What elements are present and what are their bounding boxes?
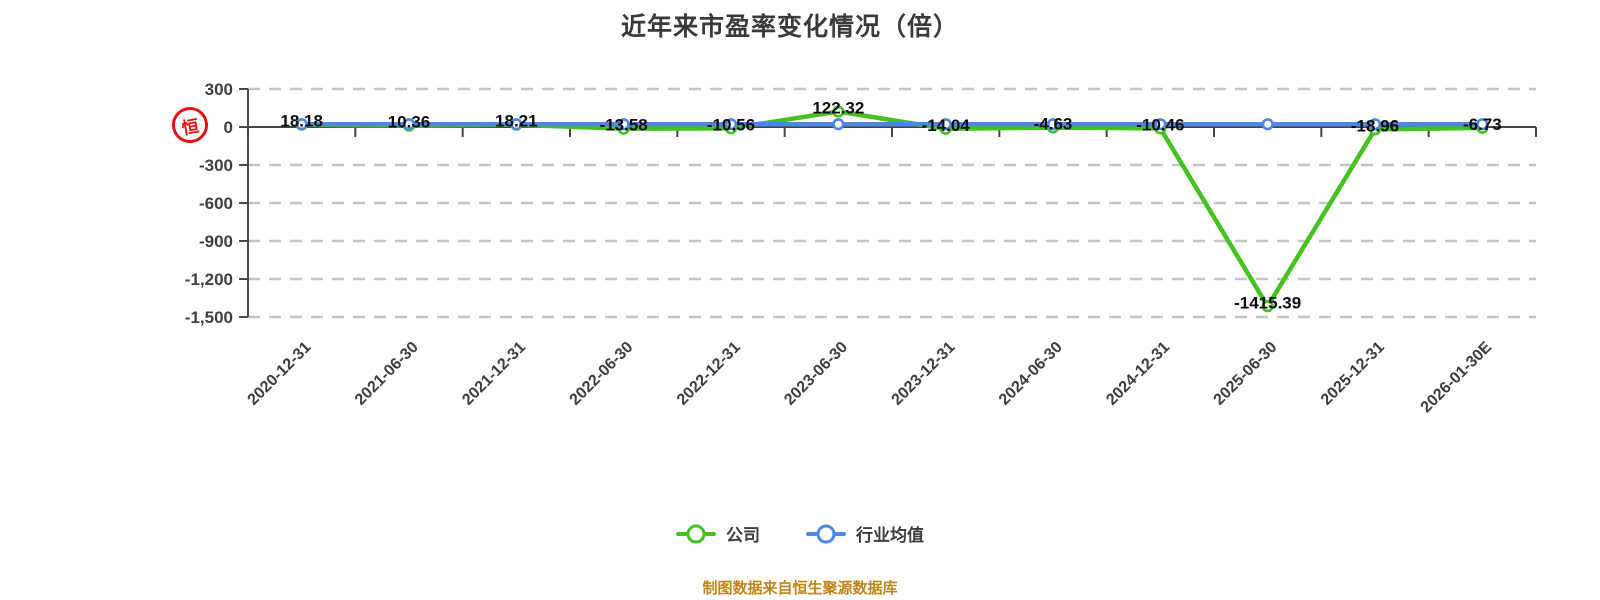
x-axis-label: 2022-06-30 — [567, 339, 637, 409]
data-point-label: -13.58 — [600, 116, 648, 135]
x-axis-label: 2024-06-30 — [996, 339, 1066, 409]
legend-item-industry-average[interactable]: 行业均值 — [806, 521, 924, 546]
x-axis-label: 2023-12-31 — [889, 339, 959, 409]
data-source-note: 制图数据来自恒生聚源数据库 — [702, 580, 898, 597]
x-axis-label: 2022-12-31 — [674, 339, 744, 409]
industry-line-marker-icon — [806, 524, 846, 543]
industry-average-point-marker[interactable] — [1261, 118, 1274, 131]
x-axis-label: 2024-12-31 — [1103, 339, 1173, 409]
company-point-marker[interactable] — [832, 105, 845, 118]
chart-title: 近年来市盈率变化情况（倍） — [620, 13, 959, 41]
y-axis-label: 0 — [224, 118, 233, 137]
data-point-label: -1415.39 — [1234, 293, 1301, 312]
industry-average-point-marker[interactable] — [939, 118, 952, 131]
industry-average-point-marker[interactable] — [295, 118, 308, 131]
x-axis-label: 2025-12-31 — [1318, 339, 1388, 409]
y-axis-label: -1,500 — [185, 308, 233, 327]
x-axis-label: 2021-06-30 — [352, 339, 422, 409]
company-point-marker[interactable] — [1261, 300, 1274, 313]
data-point-label: 18.18 — [280, 112, 323, 131]
data-point-label: 10.36 — [388, 113, 431, 132]
y-axis-label: -600 — [199, 194, 233, 213]
company-dot-icon — [686, 524, 706, 543]
y-axis-label: -1,200 — [185, 270, 233, 289]
industry-average-point-marker[interactable] — [1046, 118, 1060, 131]
data-point-label: 122.32 — [812, 99, 864, 118]
data-point-label: -4.63 — [1034, 115, 1073, 134]
data-point-label: -10.46 — [1136, 115, 1184, 134]
industry-average-point-marker[interactable] — [1154, 118, 1167, 131]
x-axis-label: 2023-06-30 — [781, 339, 851, 409]
legend: 公司 行业均值 — [0, 521, 1600, 546]
industry-average-point-marker[interactable] — [617, 118, 630, 131]
legend-item-company[interactable]: 公司 — [676, 521, 760, 546]
y-axis-label: 300 — [205, 80, 233, 99]
x-axis-label: 2020-12-31 — [245, 339, 315, 409]
company-line — [299, 109, 1485, 309]
industry-dot-icon — [816, 524, 836, 543]
x-axis-label: 2025-06-30 — [1211, 339, 1281, 409]
y-axis-label: -300 — [199, 156, 233, 175]
data-point-label: 18.21 — [495, 112, 538, 131]
industry-average-point-marker[interactable] — [510, 118, 523, 131]
industry-average-point-marker[interactable] — [402, 118, 416, 131]
legend-label-industry-average: 行业均值 — [856, 526, 924, 545]
data-point-label: -18.96 — [1351, 116, 1399, 135]
industry-average-point-marker[interactable] — [1476, 118, 1489, 131]
data-point-label: -6.73 — [1463, 115, 1502, 134]
company-line-marker-icon — [676, 524, 716, 543]
data-point-label: -14.04 — [922, 116, 971, 135]
industry-average-point-marker[interactable] — [832, 118, 845, 131]
x-axis-label: 2026-01-30E — [1418, 339, 1496, 417]
legend-label-company: 公司 — [726, 526, 760, 545]
industry-average-point-marker[interactable] — [1368, 118, 1382, 131]
y-axis-label: -900 — [199, 232, 233, 251]
data-point-label: -10.56 — [707, 115, 755, 134]
industry-average-point-marker[interactable] — [724, 118, 738, 131]
x-axis-label: 2021-12-31 — [459, 339, 529, 409]
